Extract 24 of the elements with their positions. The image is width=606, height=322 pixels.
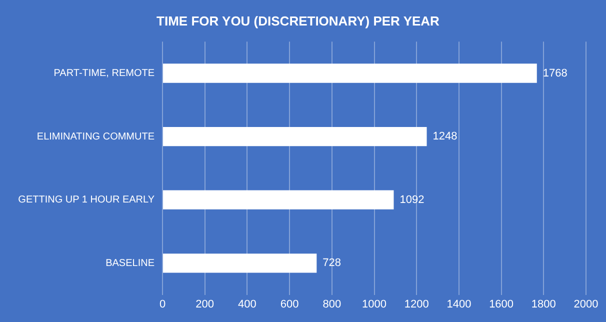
x-tick-label: 800 — [322, 298, 342, 310]
x-tick-label: 1200 — [404, 298, 429, 310]
data-label: 1768 — [542, 67, 568, 80]
x-tick-label: 200 — [196, 298, 214, 310]
x-tick-label: 2000 — [574, 298, 598, 310]
x-tick-label: 400 — [238, 298, 256, 310]
data-label: 728 — [322, 257, 342, 270]
y-tick-label: ELIMINATING COMMUTE — [36, 131, 155, 142]
x-tick-label: 1400 — [446, 298, 472, 310]
x-tick-label: 1800 — [531, 298, 556, 310]
x-tick-label: 1000 — [362, 298, 386, 310]
y-tick-label: GETTING UP 1 HOUR EARLY — [18, 194, 155, 206]
x-tick-label: 1600 — [489, 298, 514, 310]
y-tick-label: BASELINE — [106, 258, 155, 269]
chart-title: TIME FOR YOU (DISCRETIONARY) PER YEAR — [156, 13, 440, 28]
bar — [163, 126, 427, 146]
x-tick-label: 600 — [280, 298, 299, 310]
y-tick-label: PART-TIME, REMOTE — [54, 68, 155, 79]
data-label: 1092 — [400, 194, 424, 206]
data-label: 1248 — [432, 130, 458, 143]
bar — [163, 254, 317, 273]
bar — [163, 64, 537, 83]
x-tick-label: 0 — [159, 298, 166, 310]
bar — [163, 190, 394, 210]
